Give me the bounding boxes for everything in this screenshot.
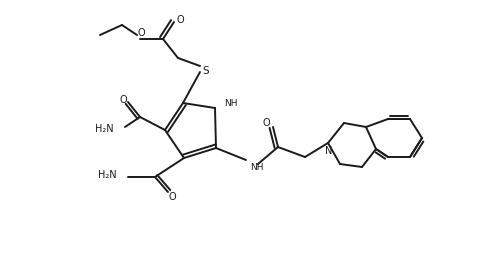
Text: O: O [137, 28, 145, 38]
Text: O: O [176, 15, 184, 25]
Text: O: O [168, 192, 176, 202]
Text: NH: NH [224, 99, 238, 108]
Text: O: O [119, 95, 127, 105]
Text: S: S [203, 66, 209, 76]
Text: H₂N: H₂N [98, 170, 117, 180]
Text: N: N [326, 146, 332, 156]
Text: H₂N: H₂N [95, 124, 114, 134]
Text: NH: NH [250, 162, 263, 171]
Text: O: O [262, 118, 270, 128]
